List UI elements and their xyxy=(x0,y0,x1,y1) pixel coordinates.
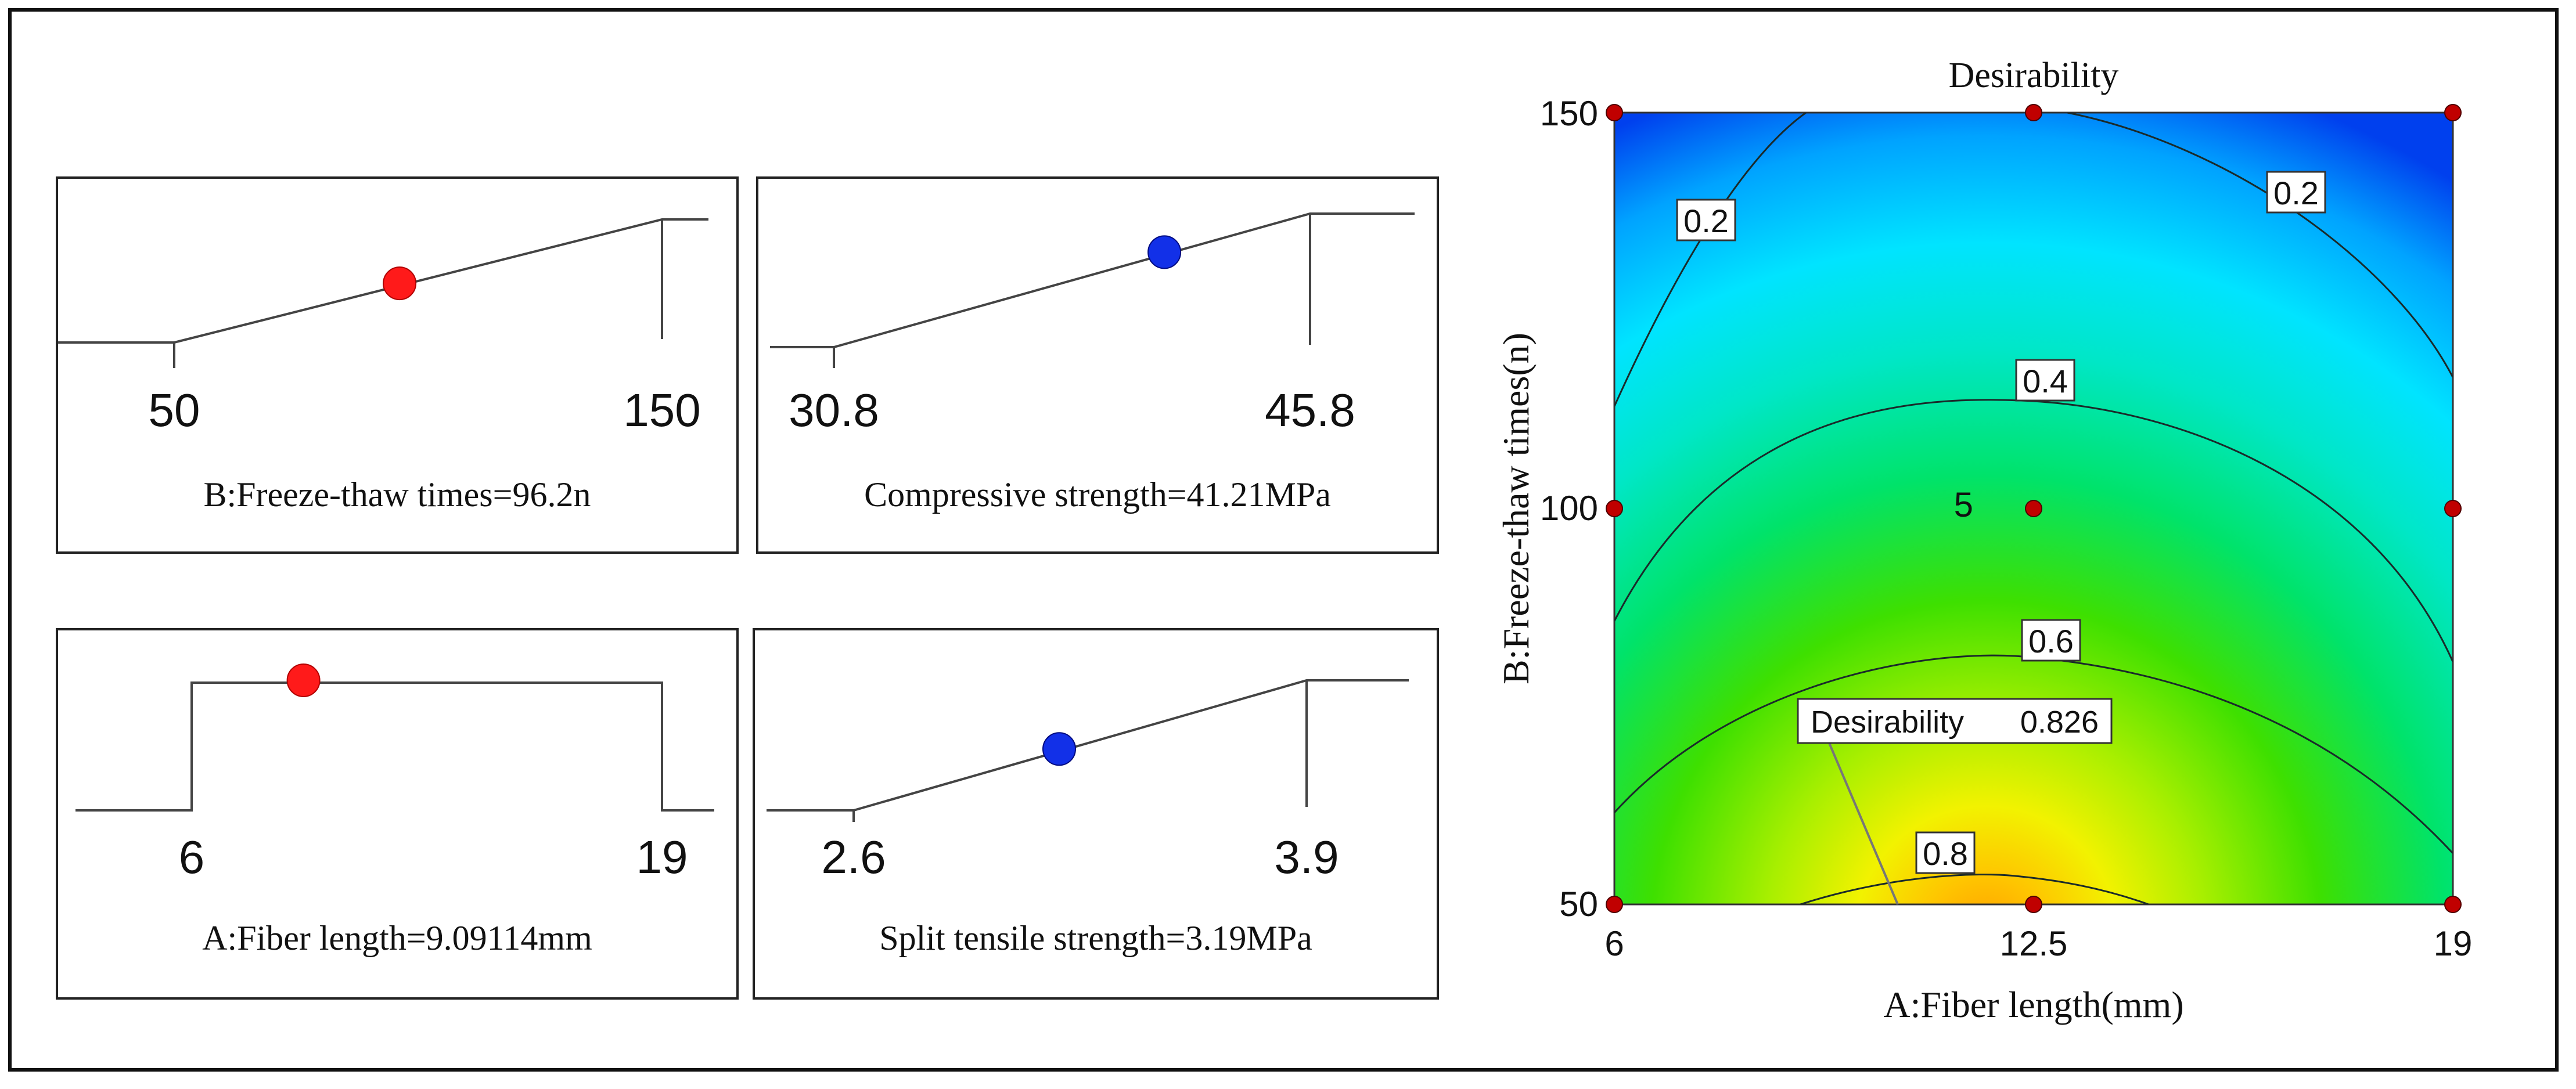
design-point xyxy=(2444,896,2462,913)
fiber-length-low-label: 6 xyxy=(179,831,205,883)
compressive-ramp-line xyxy=(770,212,1415,348)
split-tensile-ramp-line xyxy=(767,679,1409,812)
split-tensile-marker xyxy=(1042,732,1076,766)
design-point xyxy=(2444,104,2462,121)
design-point xyxy=(2025,896,2042,913)
svg-text:0.2: 0.2 xyxy=(1683,203,1729,239)
design-point xyxy=(1606,104,1623,121)
y-axis-label: B:Freeze-thaw times(n) xyxy=(1495,333,1537,684)
contour-label-0.4: 0.4 xyxy=(2015,359,2075,402)
y-tick-100: 100 xyxy=(1540,489,1598,528)
design-point xyxy=(1606,896,1623,913)
fiber-length-box-plot: 6 19 xyxy=(75,664,714,883)
freeze-thaw-high-label: 150 xyxy=(623,384,700,436)
contour-line-0.6 xyxy=(1614,654,2453,854)
freeze-thaw-ramp-line xyxy=(58,218,708,344)
split-tensile-high-label: 3.9 xyxy=(1274,831,1339,883)
compressive-low-label: 30.8 xyxy=(789,384,879,436)
compressive-ramp-plot: 30.8 45.8 xyxy=(770,212,1415,436)
design-points xyxy=(1606,104,2462,913)
svg-text:0.4: 0.4 xyxy=(2023,363,2068,399)
fiber-length-caption: A:Fiber length=9.09114mm xyxy=(202,919,592,957)
freeze-thaw-marker xyxy=(383,266,417,301)
x-tick-19: 19 xyxy=(2434,924,2473,963)
contour-label-0.2-right: 0.2 xyxy=(2266,171,2326,214)
optimum-leader-line xyxy=(1828,742,1899,905)
design-point xyxy=(2444,500,2462,517)
figure-frame xyxy=(8,8,2559,1072)
design-point xyxy=(1606,500,1623,517)
contour-label-0.8: 0.8 xyxy=(1915,831,1976,874)
contour-line-0.8 xyxy=(1800,874,2149,904)
fiber-length-box-line xyxy=(75,681,714,812)
freeze-thaw-low-label: 50 xyxy=(149,384,200,436)
svg-text:0.6: 0.6 xyxy=(2028,623,2074,659)
split-tensile-low-label: 2.6 xyxy=(821,831,886,883)
design-point xyxy=(2025,500,2042,517)
compressive-ramp-panel: 30.8 45.8 Compressive strength=41.21MPa xyxy=(756,176,1439,554)
x-axis-label: A:Fiber length(mm) xyxy=(1883,984,2183,1025)
y-tick-150: 150 xyxy=(1540,94,1598,133)
x-tick-12.5: 12.5 xyxy=(2000,924,2068,963)
svg-text:0.2: 0.2 xyxy=(2273,175,2319,211)
contour-label-0.2-left: 0.2 xyxy=(1676,199,1736,241)
optimum-value: 0.826 xyxy=(2020,705,2099,740)
svg-text:0.8: 0.8 xyxy=(1923,835,1968,872)
design-point xyxy=(2025,104,2042,121)
chart-title: Desirability xyxy=(1949,56,2119,95)
fiber-length-box-panel: 6 19 A:Fiber length=9.09114mm xyxy=(56,628,739,1000)
compressive-caption: Compressive strength=41.21MPa xyxy=(864,475,1331,514)
split-tensile-ramp-panel: 2.6 3.9 Split tensile strength=3.19MPa xyxy=(753,628,1439,1000)
fiber-length-high-label: 19 xyxy=(636,831,688,883)
compressive-marker xyxy=(1147,235,1182,269)
fiber-length-marker xyxy=(286,664,321,697)
split-tensile-caption: Split tensile strength=3.19MPa xyxy=(879,919,1312,957)
freeze-thaw-ramp-plot: 50 150 xyxy=(58,218,708,436)
compressive-high-label: 45.8 xyxy=(1265,384,1355,436)
freeze-thaw-caption: B:Freeze-thaw times=96.2n xyxy=(203,475,591,514)
center-point-count: 5 xyxy=(1954,485,1973,524)
split-tensile-ramp-plot: 2.6 3.9 xyxy=(767,679,1409,883)
x-tick-6: 6 xyxy=(1604,924,1624,963)
optimum-label: Desirability xyxy=(1811,705,1964,740)
freeze-thaw-ramp-panel: 50 150 B:Freeze-thaw times=96.2n xyxy=(56,176,739,554)
contour-label-0.6: 0.6 xyxy=(2021,619,2081,662)
y-tick-50: 50 xyxy=(1559,885,1598,924)
optimum-annotation: Desirability 0.826 xyxy=(1797,698,2113,744)
